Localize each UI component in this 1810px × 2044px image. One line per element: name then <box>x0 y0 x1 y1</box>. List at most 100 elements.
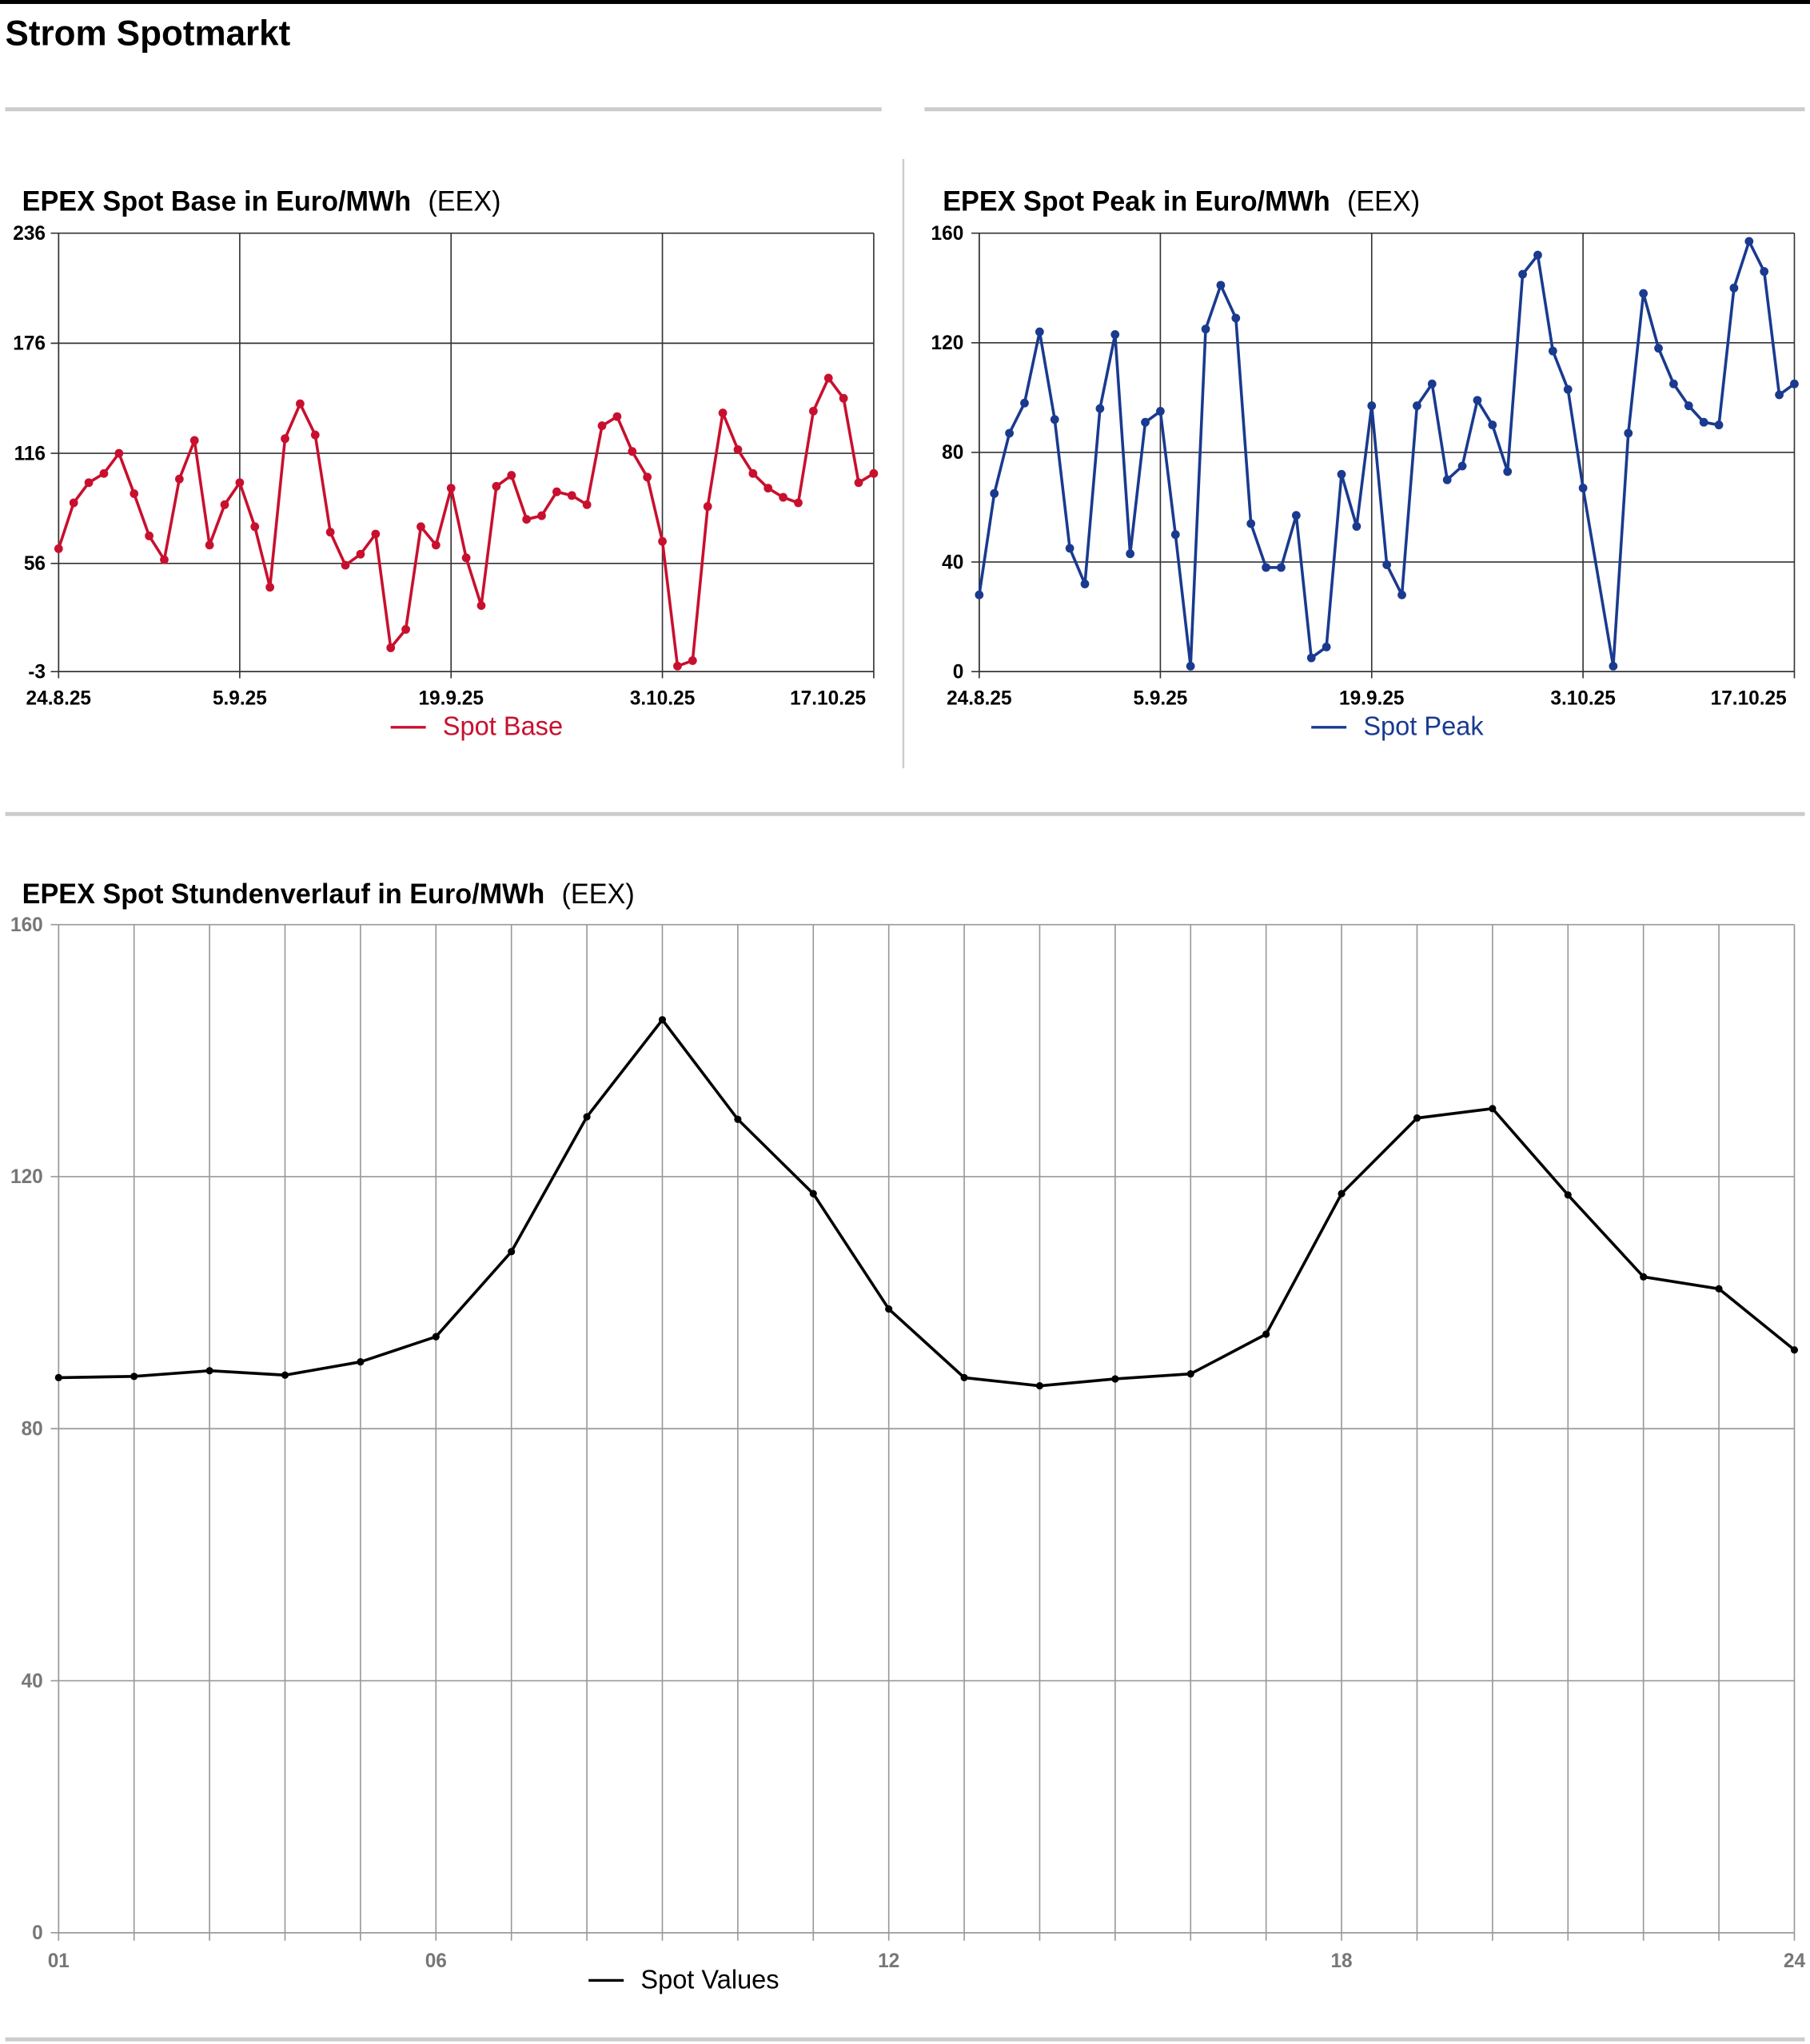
data-point <box>552 487 561 496</box>
data-point <box>839 393 848 403</box>
y-tick-label: 80 <box>942 442 963 464</box>
x-tick-label: 17.10.25 <box>790 687 866 709</box>
data-point <box>1367 401 1377 411</box>
separator <box>5 2037 1805 2042</box>
separator <box>5 107 882 112</box>
x-tick-label: 17.10.25 <box>1711 687 1787 709</box>
data-point <box>1548 346 1557 356</box>
data-point <box>341 560 350 570</box>
separator <box>924 107 1805 112</box>
x-tick-label: 3.10.25 <box>630 687 696 709</box>
data-point <box>960 1373 968 1382</box>
separator <box>5 811 1805 816</box>
data-point <box>1050 415 1059 424</box>
data-point <box>779 492 787 502</box>
data-point <box>1744 237 1754 246</box>
data-point <box>1413 1114 1421 1122</box>
data-point <box>658 1016 667 1024</box>
data-point <box>673 661 682 671</box>
data-point <box>1262 563 1270 572</box>
data-point <box>1714 420 1724 430</box>
data-point <box>1640 1273 1648 1281</box>
data-point <box>189 436 199 445</box>
data-point <box>281 1371 289 1379</box>
data-point <box>54 1373 62 1382</box>
data-point <box>1578 484 1588 492</box>
data-point <box>1156 407 1165 416</box>
data-point <box>885 1305 893 1313</box>
data-point <box>174 474 184 484</box>
data-point <box>1111 1375 1119 1383</box>
chart-source: (EEX) <box>562 879 635 910</box>
x-tick-label: 24.8.25 <box>26 687 92 709</box>
data-point <box>250 522 260 532</box>
separator <box>902 158 905 769</box>
y-tick-label: 160 <box>931 223 964 245</box>
data-point <box>794 498 803 508</box>
y-tick-label: 120 <box>931 333 964 354</box>
y-tick-label: 0 <box>953 661 964 683</box>
data-point <box>537 511 546 520</box>
data-point <box>1457 461 1467 471</box>
legend-label: Spot Values <box>640 1964 779 1994</box>
data-point <box>507 471 516 480</box>
data-point <box>432 1333 440 1341</box>
data-point <box>1352 522 1361 531</box>
y-tick-label: 56 <box>24 553 46 575</box>
chart-title: EPEX Spot Peak in Euro/MWh <box>943 186 1330 217</box>
y-tick-label: -3 <box>28 661 46 683</box>
data-point <box>1624 428 1633 438</box>
data-point <box>220 500 229 509</box>
y-tick-label: 116 <box>14 443 46 464</box>
data-point <box>1277 563 1286 572</box>
x-tick-label: 18 <box>1330 1950 1352 1972</box>
data-point <box>130 1373 138 1381</box>
data-point <box>114 448 124 458</box>
data-point <box>130 489 139 499</box>
data-point <box>401 624 410 634</box>
data-point <box>356 549 365 559</box>
legend-label: Spot Base <box>443 711 563 740</box>
page-title: Strom Spotmarkt <box>6 14 291 53</box>
data-point <box>1413 401 1421 411</box>
data-point <box>1186 1370 1194 1378</box>
y-tick-label: 176 <box>13 333 46 354</box>
data-point <box>643 472 652 482</box>
data-point <box>386 643 396 652</box>
data-point <box>582 500 592 509</box>
data-point <box>1473 396 1482 405</box>
data-point <box>1609 661 1618 671</box>
data-point <box>265 583 275 592</box>
data-point <box>1080 580 1090 588</box>
x-tick-label: 5.9.25 <box>1133 687 1187 709</box>
data-point <box>1533 250 1542 260</box>
x-tick-label: 06 <box>425 1950 447 1972</box>
chart-title: EPEX Spot Base in Euro/MWh <box>22 186 411 217</box>
data-point <box>597 421 607 431</box>
data-point <box>1306 653 1316 663</box>
chart-source: (EEX) <box>428 186 500 217</box>
data-point <box>658 536 667 546</box>
data-point <box>522 515 532 524</box>
data-point <box>1518 269 1527 279</box>
data-point <box>809 1189 817 1197</box>
data-point <box>583 1113 591 1121</box>
data-point <box>1489 1105 1497 1113</box>
y-tick-label: 120 <box>10 1166 43 1188</box>
data-point <box>476 601 486 611</box>
data-point <box>1035 327 1044 337</box>
data-point <box>1699 417 1708 427</box>
data-point <box>1337 469 1346 479</box>
data-point <box>417 522 425 532</box>
x-tick-label: 24.8.25 <box>947 687 1012 709</box>
y-tick-label: 80 <box>22 1418 43 1440</box>
data-point <box>703 502 712 512</box>
series-line <box>57 377 875 668</box>
x-tick-label: 5.9.25 <box>213 687 267 709</box>
x-tick-label: 19.9.25 <box>1339 687 1405 709</box>
data-point <box>1231 313 1241 323</box>
data-point <box>1126 549 1135 559</box>
x-tick-label: 12 <box>878 1950 899 1972</box>
data-point <box>1488 420 1497 430</box>
data-point <box>357 1358 365 1366</box>
